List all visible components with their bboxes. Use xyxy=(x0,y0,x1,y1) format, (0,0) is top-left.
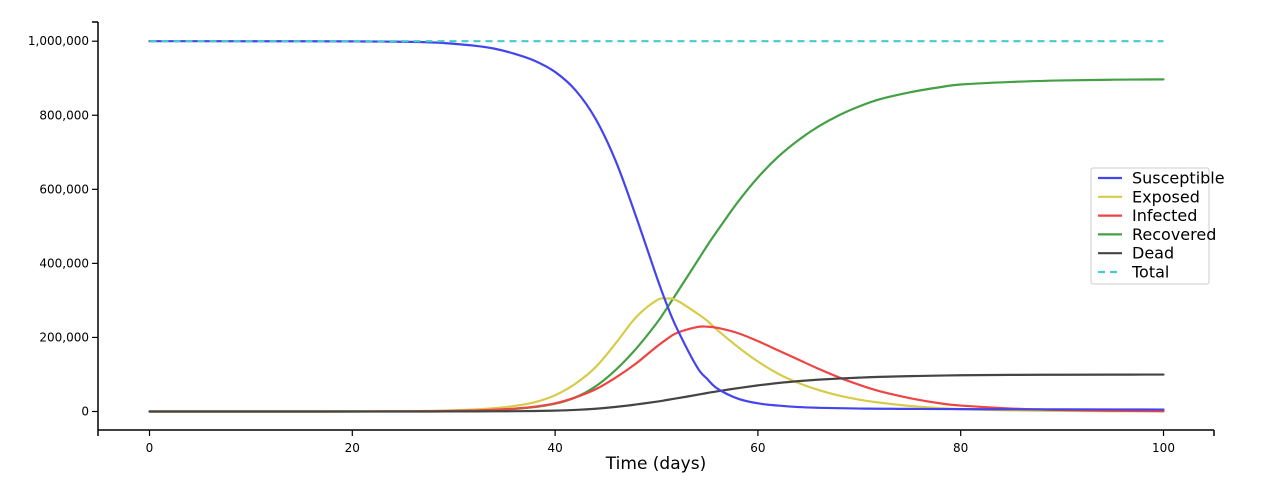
series-line-infected xyxy=(148,325,1165,413)
y-tick-label: 200,000 xyxy=(39,330,89,344)
y-tick-label: 0 xyxy=(81,405,89,419)
axes xyxy=(92,21,1215,436)
y-tick-label: 600,000 xyxy=(39,182,89,196)
x-tick-label: 20 xyxy=(345,441,360,455)
series-line-recovered xyxy=(148,78,1165,413)
x-tick-label: 80 xyxy=(953,441,968,455)
legend: SusceptibleExposedInfectedRecoveredDeadT… xyxy=(1090,167,1225,285)
x-tick-label: 60 xyxy=(750,441,765,455)
x-tick-label: 40 xyxy=(547,441,562,455)
legend-label-susceptible: Susceptible xyxy=(1132,169,1225,188)
x-ticks: 0 20 40 60 80 100 xyxy=(146,430,1175,455)
series-line-susceptible xyxy=(148,40,1165,411)
x-tick-label: 100 xyxy=(1152,441,1175,455)
y-tick-label: 800,000 xyxy=(39,108,89,122)
legend-label-dead: Dead xyxy=(1132,244,1174,263)
legend-label-infected: Infected xyxy=(1132,206,1197,225)
y-tick-label: 1,000,000 xyxy=(28,34,89,48)
legend-label-exposed: Exposed xyxy=(1132,187,1200,206)
series-lines xyxy=(148,40,1165,413)
series-line-dead xyxy=(148,373,1165,413)
y-tick-label: 400,000 xyxy=(39,256,89,270)
legend-label-recovered: Recovered xyxy=(1132,225,1216,244)
x-tick-label: 0 xyxy=(146,441,154,455)
y-ticks: 0 200,000 400,000 600,000 800,000 1,000,000 xyxy=(28,34,98,419)
x-axis-title: Time (days) xyxy=(605,454,706,474)
series-line-exposed xyxy=(148,297,1165,413)
legend-label-total: Total xyxy=(1131,263,1169,282)
